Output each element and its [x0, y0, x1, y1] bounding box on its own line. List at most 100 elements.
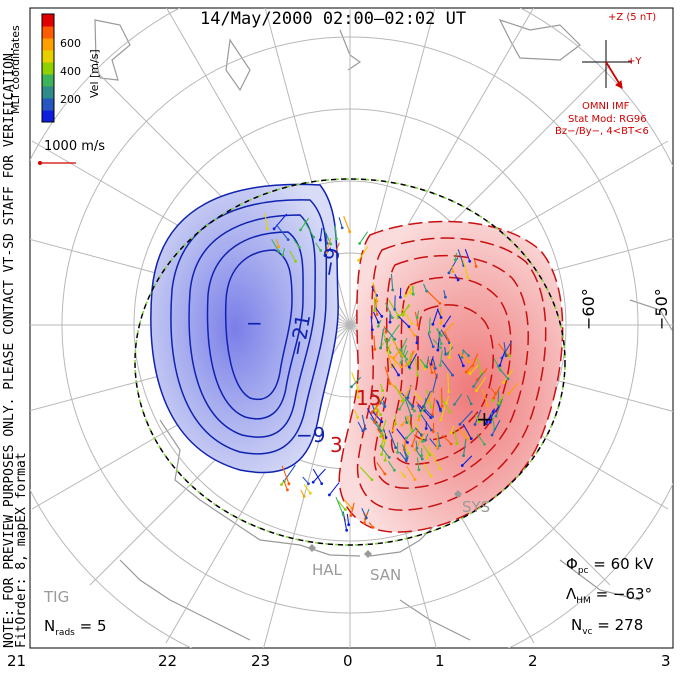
velocity-vector: [338, 217, 343, 229]
colorbar-label: Vel [m/s]: [88, 49, 101, 98]
velocity-vector: [390, 273, 394, 291]
velocity-vector: [454, 393, 463, 405]
velocity-vector: [315, 242, 322, 251]
velocity-vector: [357, 421, 364, 432]
velocity-vector: [474, 259, 477, 267]
velocity-vector: [503, 369, 514, 383]
velocity-vector: [384, 366, 391, 384]
phi-pc-value: = 60 kV: [593, 555, 654, 573]
velocity-vector: [293, 239, 300, 248]
velocity-vector: [404, 350, 409, 357]
hm-boundary: [134, 178, 566, 546]
velocity-vector: [493, 358, 501, 371]
velocity-vector: [402, 444, 408, 457]
velocity-vector: [289, 250, 297, 262]
velocity-vector: [358, 246, 369, 261]
velocity-vector: [414, 427, 423, 436]
lambda-subscript: HM: [576, 596, 591, 606]
velocity-vector: [384, 453, 387, 461]
velocity-vector: [356, 387, 359, 398]
stat-n-rads: Nrads = 5: [44, 617, 107, 638]
velocity-vector: [476, 377, 487, 392]
station-labels: HAL SAN SYS TIG: [43, 498, 490, 606]
velocity-vector: [404, 416, 408, 423]
velocity-vector: [391, 363, 400, 376]
velocity-vector: [411, 429, 419, 447]
velocity-vector: [373, 335, 376, 350]
station-label-sys: SYS: [462, 498, 490, 516]
velocity-vector: [383, 326, 387, 333]
velocity-vector: [454, 274, 459, 281]
station-label-tig: TIG: [43, 588, 69, 606]
velocity-vector: [392, 421, 396, 431]
velocity-vector: [389, 354, 402, 368]
velocity-vector: [281, 465, 290, 485]
contour-label: 15: [356, 386, 381, 410]
vc-subscript: vc: [582, 627, 593, 637]
lat-label-60: −60°: [579, 288, 598, 330]
n-rads-symbol: N: [44, 617, 56, 635]
stat-lambda-hm: ΛHM = −63°: [566, 585, 652, 606]
colorbar-segment: [42, 98, 54, 111]
velocity-vector: [376, 428, 385, 439]
mlt-tick-label: 21: [7, 652, 27, 670]
velocity-vector: [372, 282, 378, 302]
velocity-vector: [419, 358, 426, 367]
mlt-tick-label: 22: [158, 652, 178, 670]
velocity-vector: [417, 404, 432, 419]
velocity-vector: [401, 392, 414, 407]
contour-label: +: [476, 407, 493, 431]
velocity-vector: [450, 425, 455, 434]
velocity-vector: [423, 463, 432, 477]
velocity-vector: [374, 408, 379, 423]
velocity-vector: [283, 464, 296, 482]
velocity-vector: [275, 238, 280, 247]
velocity-vector: [387, 299, 399, 316]
imf-stat-mod: Stat Mod: RG96: [568, 114, 647, 125]
velocity-vector: [444, 330, 449, 341]
velocity-vector: [371, 410, 383, 423]
velocity-vector: [387, 324, 401, 341]
velocity-vector: [303, 219, 315, 238]
velocity-vector: [414, 357, 419, 376]
velocity-vector: [428, 317, 431, 333]
lambda-hm-value: = −63°: [595, 585, 653, 603]
velocity-vector: [441, 360, 454, 376]
lambda-symbol: Λ: [566, 585, 577, 603]
negative-potential-cell: [150, 183, 339, 474]
colorbar-segment: [42, 62, 54, 75]
velocity-vector: [302, 476, 309, 485]
velocity-vector: [422, 390, 432, 407]
velocity-vector: [437, 432, 441, 446]
velocity-vector: [359, 466, 373, 481]
velocity-vector: [385, 302, 393, 318]
vector-origin: [265, 227, 269, 231]
contour-label: −9: [296, 423, 325, 447]
map-title: 14/May/2000 02:00–02:02 UT: [200, 9, 467, 29]
imf-clock: [582, 40, 632, 89]
velocity-vector: [401, 308, 413, 325]
station-label-hal: HAL: [312, 561, 343, 579]
velocity-vector: [463, 438, 467, 456]
colorbar-segment: [42, 86, 54, 99]
velocity-vector: [359, 231, 369, 244]
velocity-vector: [335, 242, 340, 252]
velocity-vector: [393, 341, 404, 357]
velocity-vector: [423, 283, 428, 292]
velocity-vector: [458, 351, 470, 363]
imf-y-label: +Y: [627, 56, 642, 67]
velocity-vector: [380, 328, 385, 348]
velocity-vector: [427, 390, 434, 402]
velocity-vector: [361, 414, 366, 429]
latitude-labels: −60° −50°: [579, 288, 671, 330]
velocity-vector: [387, 460, 395, 471]
contour-labels: −9 −21 −9 − 15 3 +: [246, 246, 493, 457]
velocity-vector: [508, 382, 519, 394]
velocity-vector: [451, 265, 454, 272]
velocity-vector: [424, 408, 433, 418]
velocity-vector: [388, 429, 397, 448]
velocity-vector: [406, 428, 416, 439]
velocity-vector: [399, 451, 407, 462]
velocity-vector: [387, 343, 392, 353]
phi-subscript: pc: [577, 566, 589, 576]
